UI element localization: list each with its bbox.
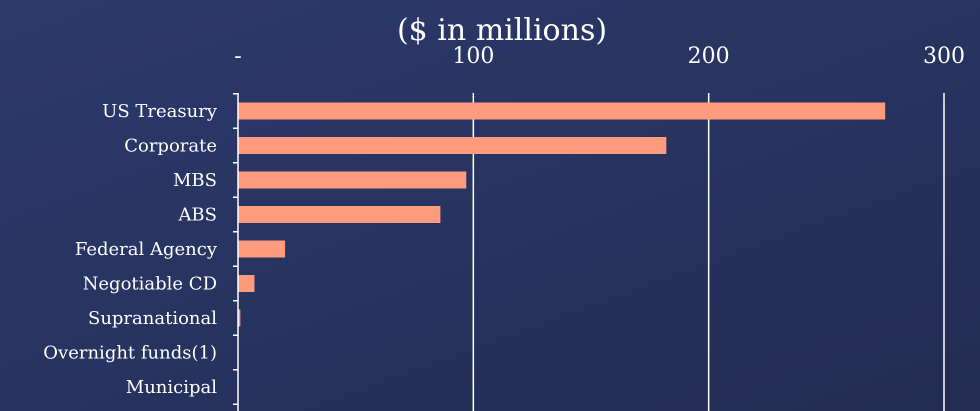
x-tick-label-0: - (234, 44, 241, 69)
category-labels: US Treasury Corporate MBS ABS Federal Agency… (43, 101, 218, 398)
x-tick-label-3: 300 (923, 44, 965, 69)
bar-0 (238, 102, 886, 120)
bar-5 (238, 275, 255, 292)
bar-1 (238, 137, 667, 154)
category-label-8: Municipal (126, 377, 217, 398)
bar-6 (238, 309, 241, 327)
bar-4 (238, 240, 286, 258)
category-label-4: Federal Agency (75, 239, 218, 260)
category-label-0: US Treasury (102, 101, 218, 122)
x-tick-label-2: 200 (688, 44, 730, 69)
category-label-5: Negotiable CD (83, 274, 217, 295)
category-axis (233, 93, 239, 411)
bar-3 (238, 206, 441, 223)
bars (238, 102, 886, 327)
category-label-6: Supranational (88, 308, 217, 329)
category-label-1: Corporate (124, 136, 217, 157)
value-axis-ticks: - 100 200 300 (234, 44, 965, 69)
category-label-3: ABS (177, 205, 217, 226)
chart-title: ($ in millions) (397, 13, 607, 48)
x-tick-label-1: 100 (452, 44, 494, 69)
bar-2 (238, 171, 467, 189)
category-label-2: MBS (173, 170, 217, 191)
category-label-7: Overnight funds(1) (43, 343, 217, 364)
